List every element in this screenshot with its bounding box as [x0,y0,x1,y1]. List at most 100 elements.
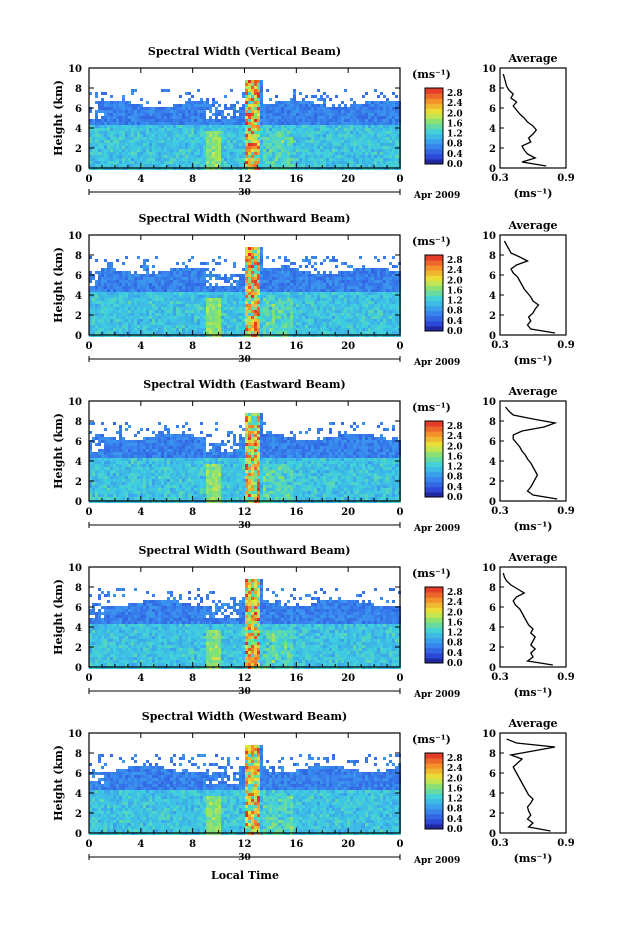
heatmap-cell [179,277,182,280]
heatmap-cell [104,131,107,134]
heatmap-cell [239,286,242,289]
heatmap-cell [107,274,110,277]
heatmap-cell [356,161,359,164]
heatmap-cell [170,313,173,316]
heatmap-cell [140,110,143,113]
heatmap-cell [317,316,320,319]
heatmap-cell [281,119,284,122]
heatmap-cell [284,328,287,331]
heatmap-cell [395,271,398,274]
heatmap-cell [314,140,317,143]
heatmap-cell [320,298,323,301]
heatmap-cell [329,280,332,283]
heatmap-cell [173,104,176,107]
heatmap-cell [245,325,248,328]
heatmap-cell [131,161,134,164]
heatmap-cell [122,146,125,149]
heatmap-cell [215,137,218,140]
heatmap-cell [329,292,332,295]
heatmap-cell [278,331,281,334]
heatmap-cell [203,116,206,119]
heatmap-cell [299,101,302,104]
heatmap-cell [347,158,350,161]
heatmap-cell [113,274,116,277]
heatmap-cell [314,113,317,116]
heatmap-cell [329,328,332,331]
heatmap-cell [365,283,368,286]
heatmap-cell [140,119,143,122]
heatmap-cell [113,316,116,319]
heatmap-cell [218,131,221,134]
heatmap-cell [203,149,206,152]
heatmap-cell [365,331,368,334]
heatmap-cell [362,158,365,161]
heatmap-cell [251,116,254,119]
heatmap-cell [242,137,245,140]
heatmap-cell [167,322,170,325]
heatmap-cell [305,140,308,143]
heatmap-cell [164,122,167,125]
heatmap-cell [137,125,140,128]
heatmap-cell [239,280,242,283]
heatmap-cell [299,161,302,164]
heatmap-cell [182,295,185,298]
heatmap-cell [257,119,260,122]
heatmap-cell [215,331,218,334]
heatmap-cell [116,119,119,122]
heatmap-cell [299,146,302,149]
heatmap-cell [323,161,326,164]
heatmap-cell [302,161,305,164]
heatmap-cell [356,277,359,280]
heatmap-cell [194,322,197,325]
heatmap-cell [89,143,92,146]
heatmap-cell [173,146,176,149]
heatmap-cell [368,146,371,149]
heatmap-cell [173,131,176,134]
heatmap-cell [191,116,194,119]
heatmap-cell [233,328,236,331]
heatmap-cell [272,319,275,322]
heatmap-cell [221,152,224,155]
heatmap-cell [200,131,203,134]
heatmap-cell [164,307,167,310]
heatmap-cell [380,164,383,167]
heatmap-cell [308,128,311,131]
heatmap-cell [188,131,191,134]
heatmap-cell [188,328,191,331]
heatmap-cell [125,110,128,113]
heatmap-cell [335,265,338,268]
heatmap-cell [374,280,377,283]
heatmap-cell [326,95,329,98]
heatmap-cell [191,122,194,125]
heatmap-cell [248,283,251,286]
heatmap-cell [341,164,344,167]
heatmap-cell [236,325,239,328]
heatmap-cell [104,316,107,319]
heatmap-cell [362,137,365,140]
heatmap-cell [149,325,152,328]
heatmap-cell [383,104,386,107]
y-tick-label: 10 [68,64,82,75]
heatmap-cell [311,325,314,328]
heatmap-cell [266,289,269,292]
heatmap-cell [353,131,356,134]
heatmap-cell [329,301,332,304]
heatmap-cell [227,161,230,164]
heatmap-cell [260,292,263,295]
heatmap-cell [251,104,254,107]
heatmap-cell [254,149,257,152]
heatmap-cell [209,134,212,137]
heatmap-cell [128,310,131,313]
heatmap-cell [284,325,287,328]
heatmap-cell [173,134,176,137]
heatmap-cell [185,125,188,128]
heatmap-cell [128,286,131,289]
y-tick-label: 8 [75,84,82,95]
heatmap-cell [185,155,188,158]
heatmap-cell [242,131,245,134]
heatmap-cell [212,325,215,328]
heatmap-cell [344,277,347,280]
heatmap-cell [296,113,299,116]
heatmap-cell [335,280,338,283]
heatmap-cell [233,131,236,134]
